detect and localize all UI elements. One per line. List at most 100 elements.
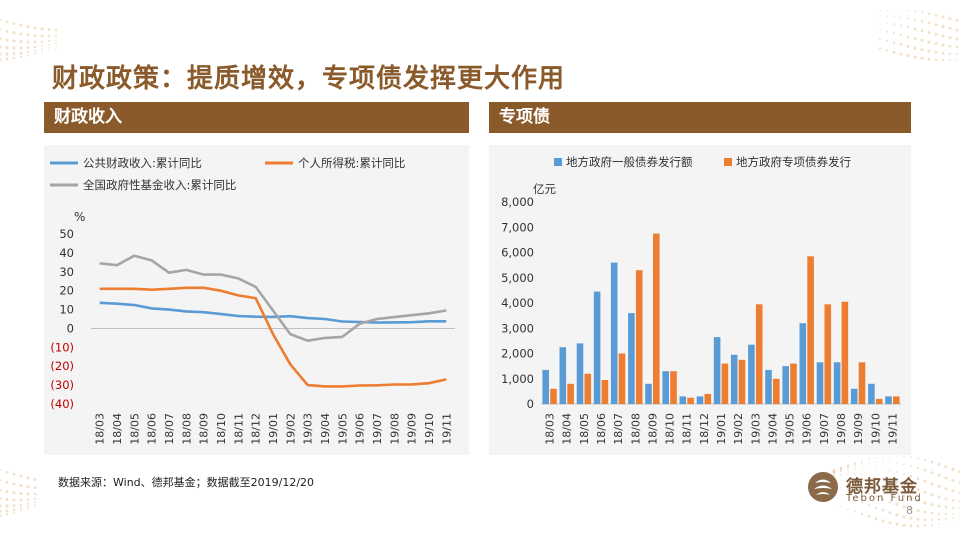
x-tick-label: 18/04 xyxy=(111,413,124,445)
decor-dot xyxy=(907,9,909,12)
decor-dot xyxy=(5,57,9,61)
decor-dot xyxy=(47,39,51,43)
decor-dot xyxy=(948,52,952,55)
decor-dot xyxy=(34,503,36,506)
decor-dot xyxy=(854,499,856,502)
x-tick-label: 19/06 xyxy=(801,413,814,445)
bar-2 xyxy=(550,388,557,404)
decor-dot xyxy=(847,479,849,481)
y-axis-unit-label: % xyxy=(74,210,85,224)
decor-dot xyxy=(948,44,952,48)
decor-dot xyxy=(26,25,30,29)
y-tick-label: 3,000 xyxy=(501,321,534,335)
decor-dot xyxy=(903,463,905,466)
decor-dot xyxy=(0,37,2,41)
decor-dot xyxy=(19,46,23,50)
decor-dot xyxy=(33,485,37,490)
decor-dot xyxy=(48,43,50,46)
decor-dot xyxy=(882,487,884,490)
x-tick-label: 18/05 xyxy=(128,413,141,445)
decor-dot xyxy=(12,511,16,514)
decor-dot xyxy=(33,26,37,30)
decor-dot xyxy=(899,43,903,46)
decor-dot xyxy=(945,518,947,520)
decor-dot xyxy=(861,491,863,493)
x-tick-label: 19/09 xyxy=(406,413,419,445)
decor-dot xyxy=(48,49,50,51)
decor-dot xyxy=(934,42,938,46)
x-tick-label: 18/08 xyxy=(629,413,642,445)
bar-2 xyxy=(858,362,866,404)
decor-dot xyxy=(5,489,9,494)
x-tick-label: 19/07 xyxy=(818,413,831,445)
decor-dot xyxy=(916,499,920,503)
decor-dot xyxy=(892,32,896,35)
decor-dot xyxy=(833,503,835,505)
decor-dot xyxy=(41,48,43,51)
decor-dot xyxy=(12,39,16,43)
logo-name: 德邦基金 xyxy=(846,477,918,497)
bar-1 xyxy=(799,323,807,404)
x-tick-label: 18/07 xyxy=(612,413,625,445)
decor-dot xyxy=(941,24,945,29)
decor-dot xyxy=(916,466,920,470)
decor-dot xyxy=(40,40,44,43)
decor-dot xyxy=(12,472,16,476)
decor-dot xyxy=(55,39,57,41)
bar-1 xyxy=(610,262,618,404)
y-tick-label: 4,000 xyxy=(501,296,534,310)
decor-dot xyxy=(913,55,917,59)
decor-dot xyxy=(955,45,959,49)
x-tick-label: 19/01 xyxy=(267,413,280,445)
decor-dot xyxy=(948,26,952,30)
decor-dot xyxy=(895,513,899,517)
decor-dot xyxy=(941,15,945,19)
bar-chart-panel: 地方政府一般债券发行额 地方政府专项债券发行 亿元 0 1,000 2,000 3,000 4… xyxy=(489,145,911,455)
decor-dot xyxy=(0,504,2,508)
decor-dot xyxy=(951,478,955,482)
decor-dot xyxy=(944,505,948,509)
x-tick-label: 18/08 xyxy=(180,413,193,445)
decor-dot xyxy=(920,19,924,23)
decor-dot xyxy=(938,522,940,525)
decor-dot xyxy=(941,58,945,62)
decor-dot xyxy=(951,489,955,493)
decor-dot xyxy=(33,40,37,44)
decor-dot xyxy=(854,464,856,467)
decor-dot xyxy=(40,44,44,48)
decor-dot xyxy=(826,501,828,503)
decor-dot xyxy=(909,485,913,489)
decor-dot xyxy=(861,460,863,463)
decor-dot xyxy=(33,477,37,482)
decor-dot xyxy=(916,524,920,528)
bar-2 xyxy=(687,397,694,404)
decor-dot xyxy=(930,518,934,522)
decor-dot xyxy=(930,482,934,486)
decor-dot xyxy=(934,23,938,27)
decor-dot xyxy=(868,467,870,469)
decor-dot xyxy=(5,38,9,42)
bar-1 xyxy=(868,383,875,404)
decor-dot xyxy=(913,27,917,31)
decor-dot xyxy=(0,488,2,492)
x-tick-label: 18/07 xyxy=(163,413,176,445)
decor-dot xyxy=(55,42,57,45)
decor-dot xyxy=(910,456,912,458)
y-tick-label: 7,000 xyxy=(501,220,534,234)
bar-1 xyxy=(662,371,669,404)
decor-dot xyxy=(941,51,945,55)
bar-1 xyxy=(645,383,652,404)
legend-label: 公共财政收入:累计同比 xyxy=(83,156,202,170)
y-tick-label: 30 xyxy=(59,265,74,279)
decor-dot xyxy=(878,47,882,50)
decor-dot xyxy=(920,56,924,60)
decor-dot xyxy=(875,467,877,469)
decor-dot xyxy=(840,473,842,476)
bar-2 xyxy=(773,378,780,405)
decor-dot xyxy=(949,58,951,61)
decor-dot xyxy=(923,518,927,522)
bar-2 xyxy=(601,380,609,404)
decor-dot xyxy=(920,48,924,52)
decor-dot xyxy=(948,17,952,21)
